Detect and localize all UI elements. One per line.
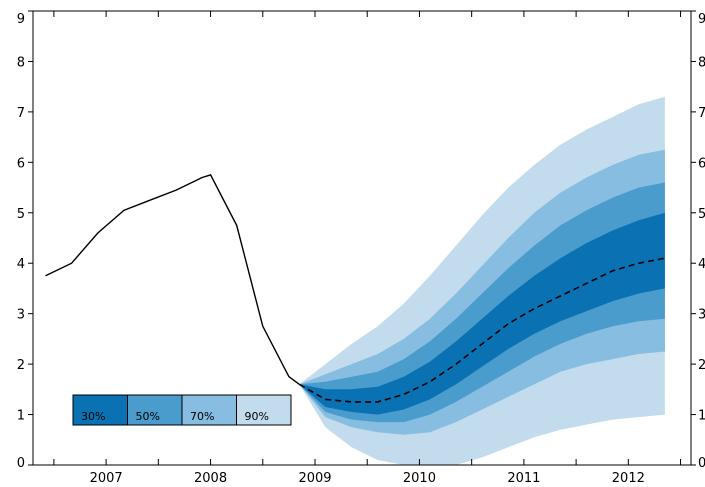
- y-tick-label-left: 5: [17, 207, 25, 222]
- y-tick-label-right: 1: [698, 409, 705, 424]
- history-line: [45, 174, 300, 385]
- y-tick-label-right: 4: [698, 257, 705, 272]
- legend-swatch: [127, 394, 183, 426]
- legend: 30% 50% 70% 90%: [72, 394, 292, 426]
- x-tick-label: 2008: [194, 471, 227, 486]
- legend-label: 70%: [190, 410, 214, 423]
- plot-frame: [32, 10, 692, 466]
- y-tick-label-right: 0: [698, 456, 705, 471]
- y-tick-label-left: 4: [17, 257, 25, 272]
- y-tick-label-left: 6: [17, 156, 25, 171]
- legend-swatch: [72, 394, 128, 426]
- y-tick-label-right: 5: [698, 207, 705, 222]
- y-tick-label-left: 1: [17, 409, 25, 424]
- legend-label: 90%: [245, 410, 269, 423]
- y-tick-label-left: 8: [17, 55, 25, 70]
- y-tick-label-right: 8: [698, 55, 705, 70]
- x-tick-label: 2011: [507, 471, 540, 486]
- y-tick-label-right: 7: [698, 106, 705, 121]
- legend-swatch: [181, 394, 237, 426]
- y-tick-label-left: 9: [17, 12, 25, 27]
- axes: 0 0 1 1 2 2 3 3 4 4 5 5 6 6 7 7 8 8 9 9 2007 2008 2009 2010 2011…: [17, 10, 705, 486]
- y-tick-label-right: 3: [698, 308, 705, 323]
- fan-band-50-pct: [299, 182, 665, 423]
- legend-label: 30%: [81, 410, 105, 423]
- x-tick-label: 2009: [298, 471, 331, 486]
- y-tick-label-right: 9: [698, 12, 705, 27]
- fan-band-30-pct: [299, 212, 665, 415]
- y-tick-label-left: 0: [17, 456, 25, 471]
- y-tick-label-left: 7: [17, 106, 25, 121]
- fan-bands: [299, 96, 665, 466]
- series-lines: [45, 174, 666, 403]
- projection-median-line: [298, 257, 666, 403]
- y-tick-label-left: 2: [17, 358, 25, 373]
- legend-swatch: [236, 394, 292, 426]
- y-tick-label-left: 3: [17, 308, 25, 323]
- legend-label: 50%: [136, 410, 160, 423]
- y-tick-label-right: 2: [698, 358, 705, 373]
- y-tick-label-right: 6: [698, 156, 705, 171]
- x-tick-label: 2012: [612, 471, 645, 486]
- x-tick-label: 2010: [403, 471, 436, 486]
- x-tick-label: 2007: [90, 471, 123, 486]
